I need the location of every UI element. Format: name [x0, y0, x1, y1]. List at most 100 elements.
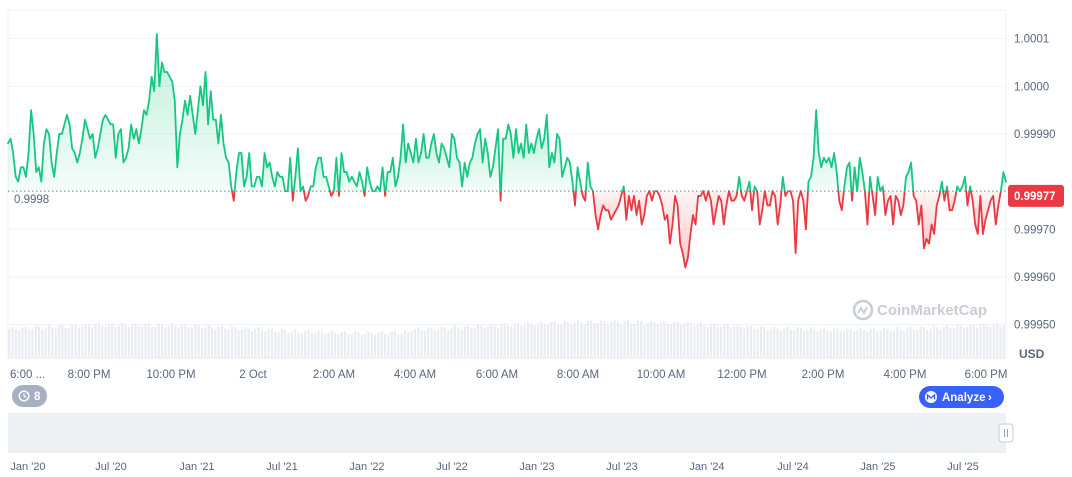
analyze-icon	[925, 391, 937, 403]
line-segment-above[interactable]	[842, 161, 853, 193]
line-segment-below[interactable]	[942, 190, 948, 202]
line-segment-above[interactable]	[955, 175, 968, 193]
volume-bar	[387, 334, 390, 358]
line-segment-below[interactable]	[329, 190, 335, 197]
line-segment-above[interactable]	[903, 161, 915, 193]
line-segment-below[interactable]	[362, 190, 366, 197]
line-segment-above[interactable]	[621, 185, 625, 193]
line-segment-below[interactable]	[728, 190, 739, 202]
line-segment-below[interactable]	[783, 190, 789, 197]
volume-bar	[207, 324, 210, 358]
line-segment-below[interactable]	[383, 190, 387, 197]
navigator-track[interactable]	[8, 413, 1006, 453]
line-segment-below[interactable]	[756, 190, 766, 226]
volume-bar	[240, 329, 244, 358]
analyze-button-bg[interactable]	[919, 386, 1004, 408]
volume-bar	[300, 333, 303, 358]
volume-bar	[590, 320, 593, 358]
line-segment-above[interactable]	[736, 175, 743, 193]
line-segment-below[interactable]	[882, 190, 906, 226]
line-segment-below[interactable]	[499, 190, 502, 202]
volume-bar	[746, 326, 749, 358]
line-segment-below[interactable]	[789, 190, 802, 255]
line-segment-below[interactable]	[580, 190, 587, 202]
line-segment-below[interactable]	[656, 190, 705, 269]
history-button[interactable]: 8	[12, 385, 47, 407]
analyze-button[interactable]: Analyze ›	[919, 386, 1004, 408]
line-segment-above[interactable]	[807, 109, 840, 193]
volume-bar	[440, 326, 443, 358]
volume-bar	[447, 330, 450, 358]
line-segment-below[interactable]	[912, 190, 942, 250]
volume-bar	[460, 329, 463, 358]
volume-bar	[111, 323, 114, 358]
line-segment-below[interactable]	[837, 190, 845, 212]
x-tick-label: 10:00 PM	[146, 369, 195, 381]
line-segment-below[interactable]	[623, 190, 651, 226]
line-segment-above[interactable]	[7, 32, 233, 193]
line-segment-below[interactable]	[799, 190, 809, 231]
line-segment-above[interactable]	[999, 171, 1007, 193]
line-segment-above[interactable]	[384, 123, 502, 193]
volume-bar	[683, 324, 686, 358]
volume-bar	[896, 327, 899, 358]
volume-bar	[633, 323, 636, 358]
line-segment-below[interactable]	[707, 190, 730, 226]
line-segment-above[interactable]	[584, 161, 594, 193]
line-segment-below[interactable]	[291, 190, 295, 202]
line-segment-above[interactable]	[364, 166, 386, 193]
line-segment-below[interactable]	[337, 190, 341, 197]
line-segment-below[interactable]	[592, 190, 624, 231]
line-segment-above[interactable]	[308, 156, 331, 193]
line-segment-above[interactable]	[745, 180, 752, 193]
line-segment-below[interactable]	[302, 190, 311, 202]
navigator[interactable]	[8, 413, 1014, 453]
line-segment-above[interactable]	[753, 185, 759, 193]
volume-bar	[91, 327, 94, 358]
line-segment-below[interactable]	[572, 190, 577, 207]
line-segment-below[interactable]	[740, 190, 748, 202]
line-segment-above[interactable]	[868, 175, 873, 193]
volume-bar	[134, 323, 137, 358]
line-segment-above[interactable]	[875, 175, 885, 193]
volume-bar	[353, 331, 357, 358]
line-segment-below[interactable]	[702, 190, 710, 202]
line-segment-below[interactable]	[648, 190, 656, 202]
volume-bar	[979, 325, 982, 358]
line-segment-below[interactable]	[850, 190, 854, 202]
line-segment-above[interactable]	[851, 156, 866, 193]
line-segment-below[interactable]	[771, 190, 783, 226]
volume-bar	[916, 330, 919, 358]
volume-bar	[340, 332, 343, 358]
line-segment-above[interactable]	[292, 147, 305, 193]
line-segment-above[interactable]	[332, 156, 340, 193]
line-segment-above[interactable]	[780, 175, 786, 193]
line-segment-below[interactable]	[231, 190, 236, 202]
line-segment-above[interactable]	[945, 185, 949, 193]
line-segment-above[interactable]	[939, 180, 945, 193]
line-segment-above[interactable]	[500, 113, 575, 193]
navigator-handle[interactable]	[998, 423, 1014, 443]
line-segment-below[interactable]	[763, 190, 774, 207]
volume-bar	[347, 333, 350, 358]
volume-bar	[94, 324, 97, 358]
line-segment-above[interactable]	[968, 185, 972, 193]
x-tick-label: 2 Oct	[239, 369, 267, 381]
line-segment-above[interactable]	[233, 152, 294, 193]
volume-bar	[314, 333, 317, 358]
volume-bar	[902, 331, 906, 358]
line-segment-below[interactable]	[863, 190, 871, 226]
volume-bar	[852, 331, 856, 358]
volume-bar	[74, 324, 77, 358]
line-segment-above[interactable]	[338, 152, 365, 193]
line-segment-below[interactable]	[749, 190, 755, 212]
line-segment-above[interactable]	[575, 166, 583, 193]
volume-bar	[244, 326, 247, 358]
line-segment-below[interactable]	[871, 190, 878, 216]
line-segment-below[interactable]	[946, 190, 958, 212]
price-line[interactable]	[7, 32, 1007, 269]
line-segment-below[interactable]	[965, 190, 971, 207]
volume-bar	[200, 328, 204, 358]
line-segment-below[interactable]	[970, 190, 1002, 235]
